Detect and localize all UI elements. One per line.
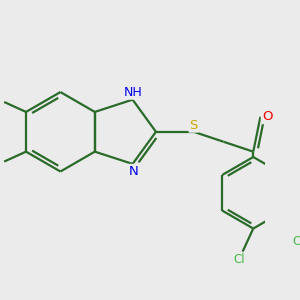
- Text: NH: NH: [124, 86, 143, 99]
- Text: Cl: Cl: [292, 235, 300, 248]
- Text: S: S: [190, 119, 198, 132]
- Text: N: N: [128, 165, 138, 178]
- Text: Cl: Cl: [233, 253, 245, 266]
- Text: O: O: [262, 110, 272, 123]
